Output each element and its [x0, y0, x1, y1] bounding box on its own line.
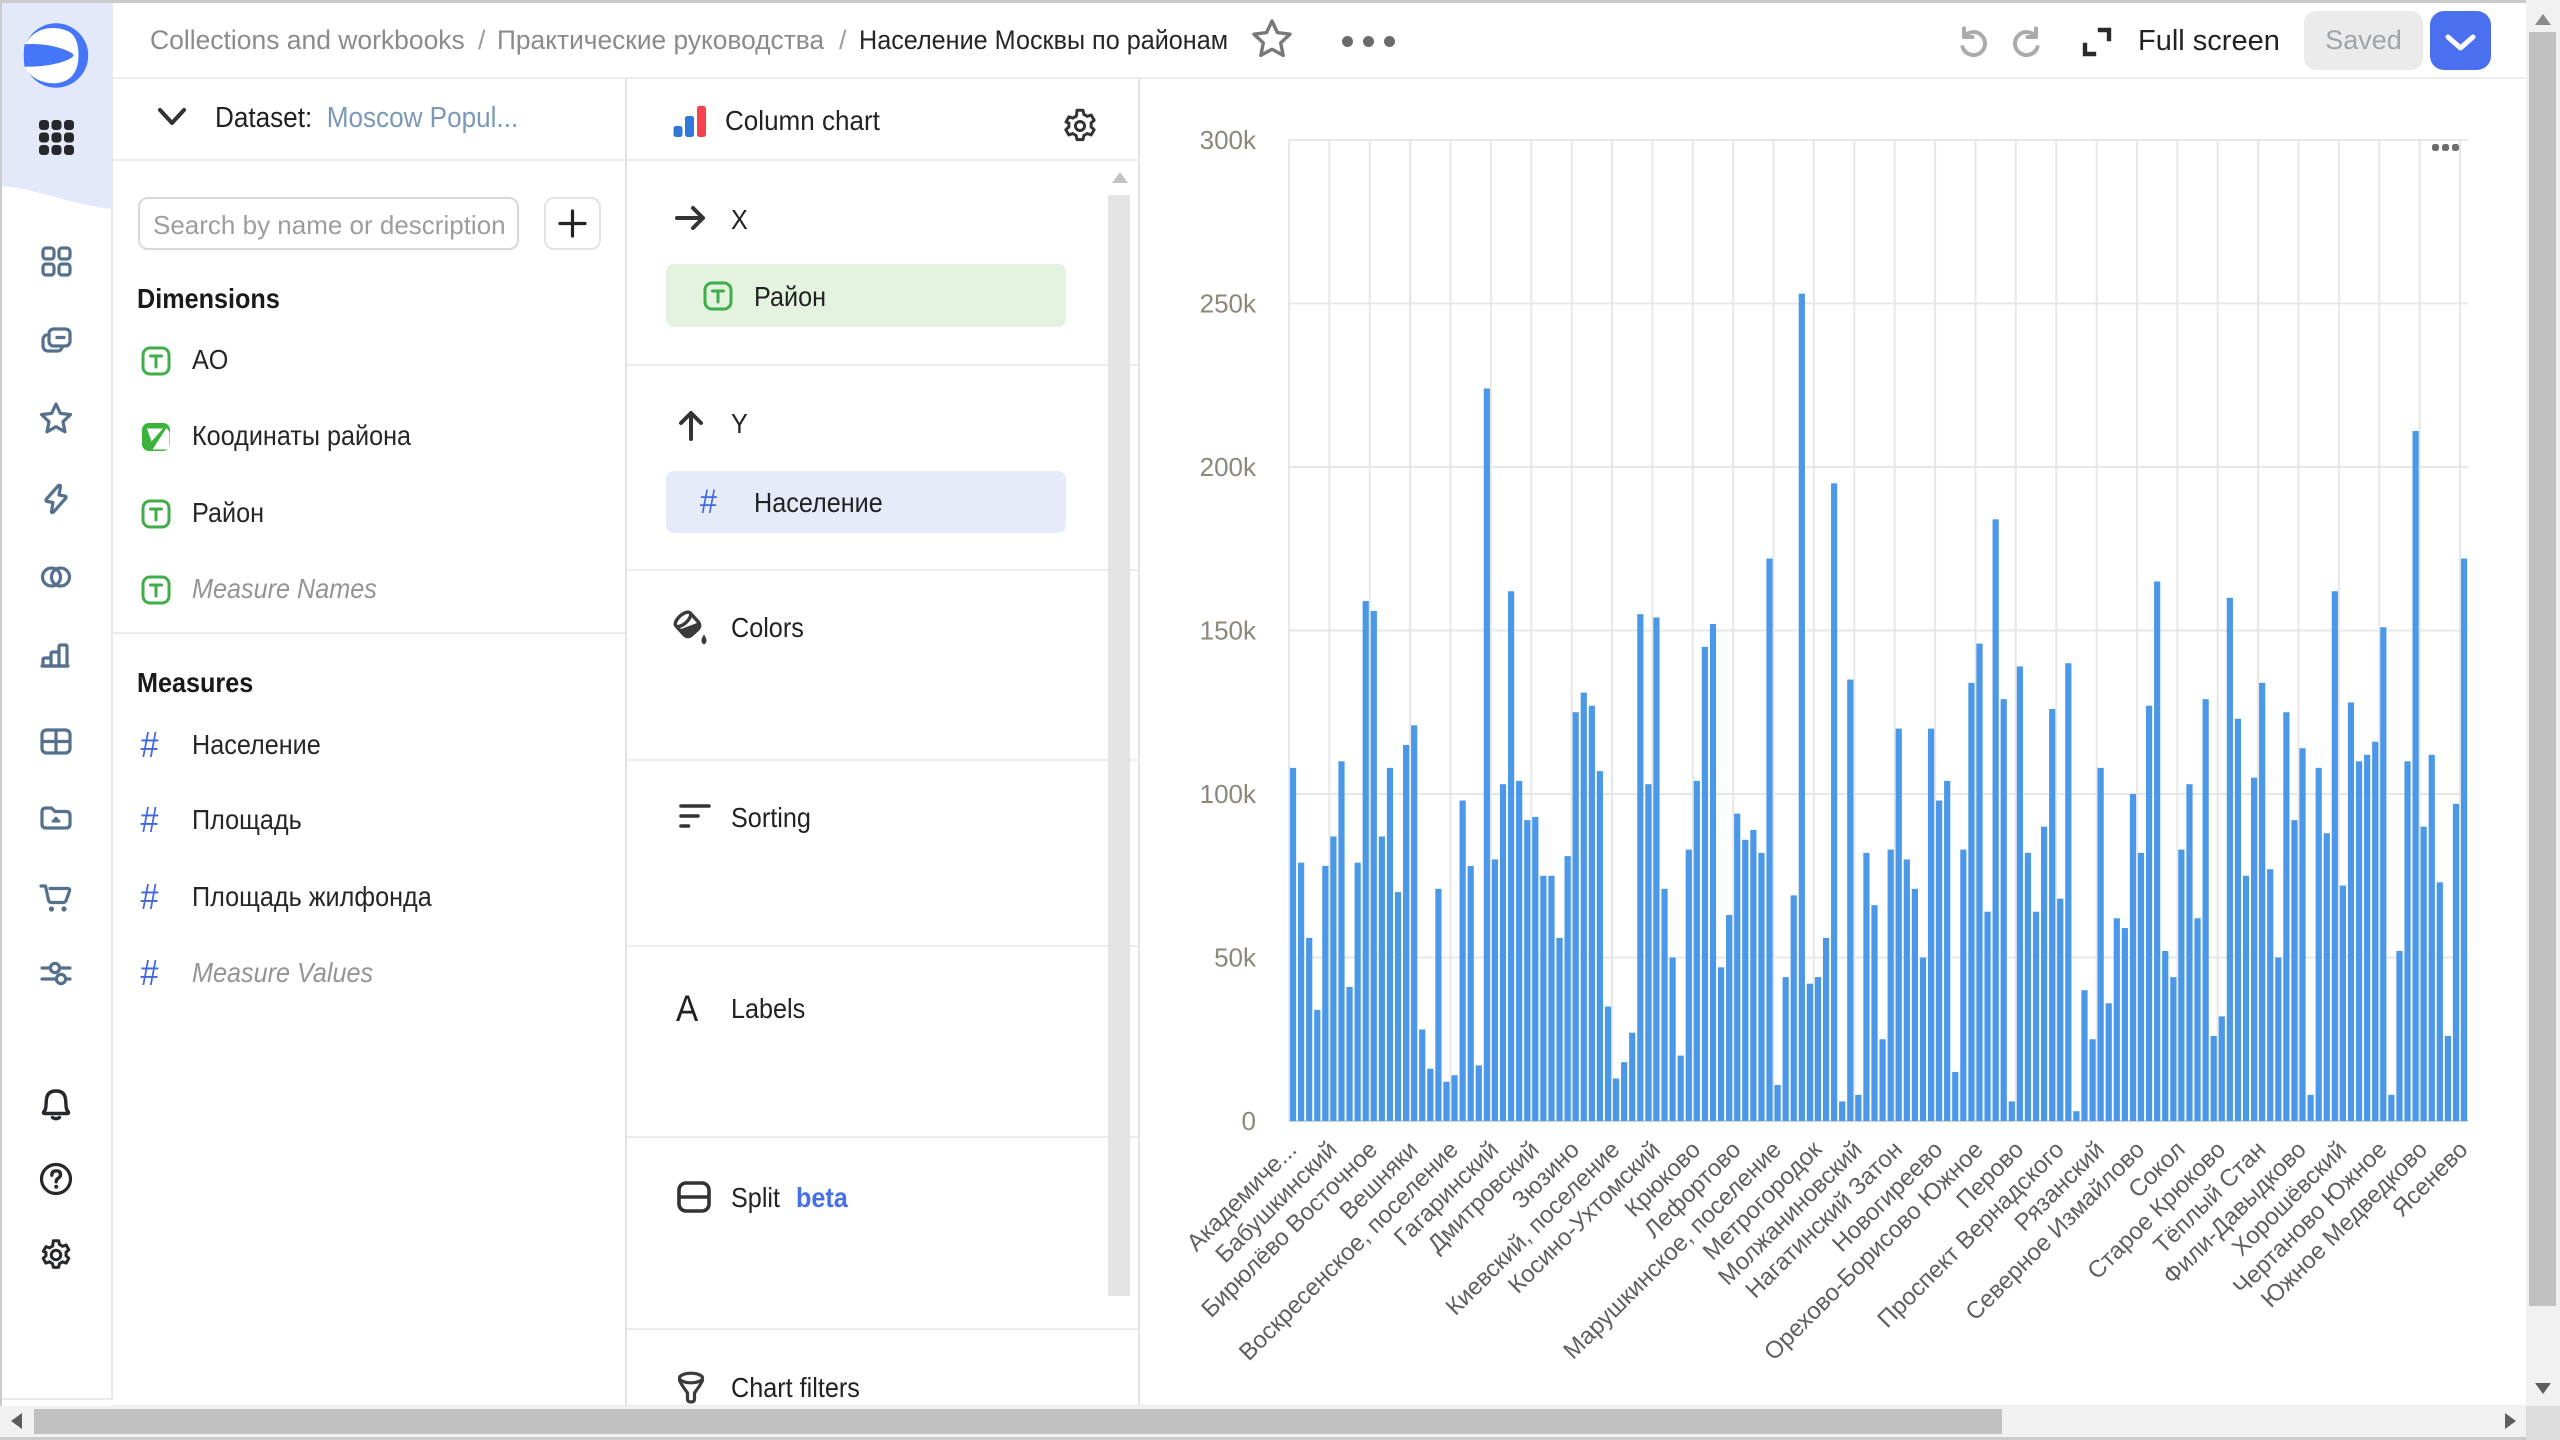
svg-text:250k: 250k	[1200, 289, 1257, 319]
svg-text:300k: 300k	[1200, 125, 1257, 155]
svg-text:200k: 200k	[1200, 452, 1257, 482]
svg-text:0: 0	[1242, 1106, 1256, 1136]
svg-text:50k: 50k	[1214, 943, 1257, 973]
svg-text:100k: 100k	[1200, 779, 1257, 809]
svg-text:150k: 150k	[1200, 616, 1257, 646]
